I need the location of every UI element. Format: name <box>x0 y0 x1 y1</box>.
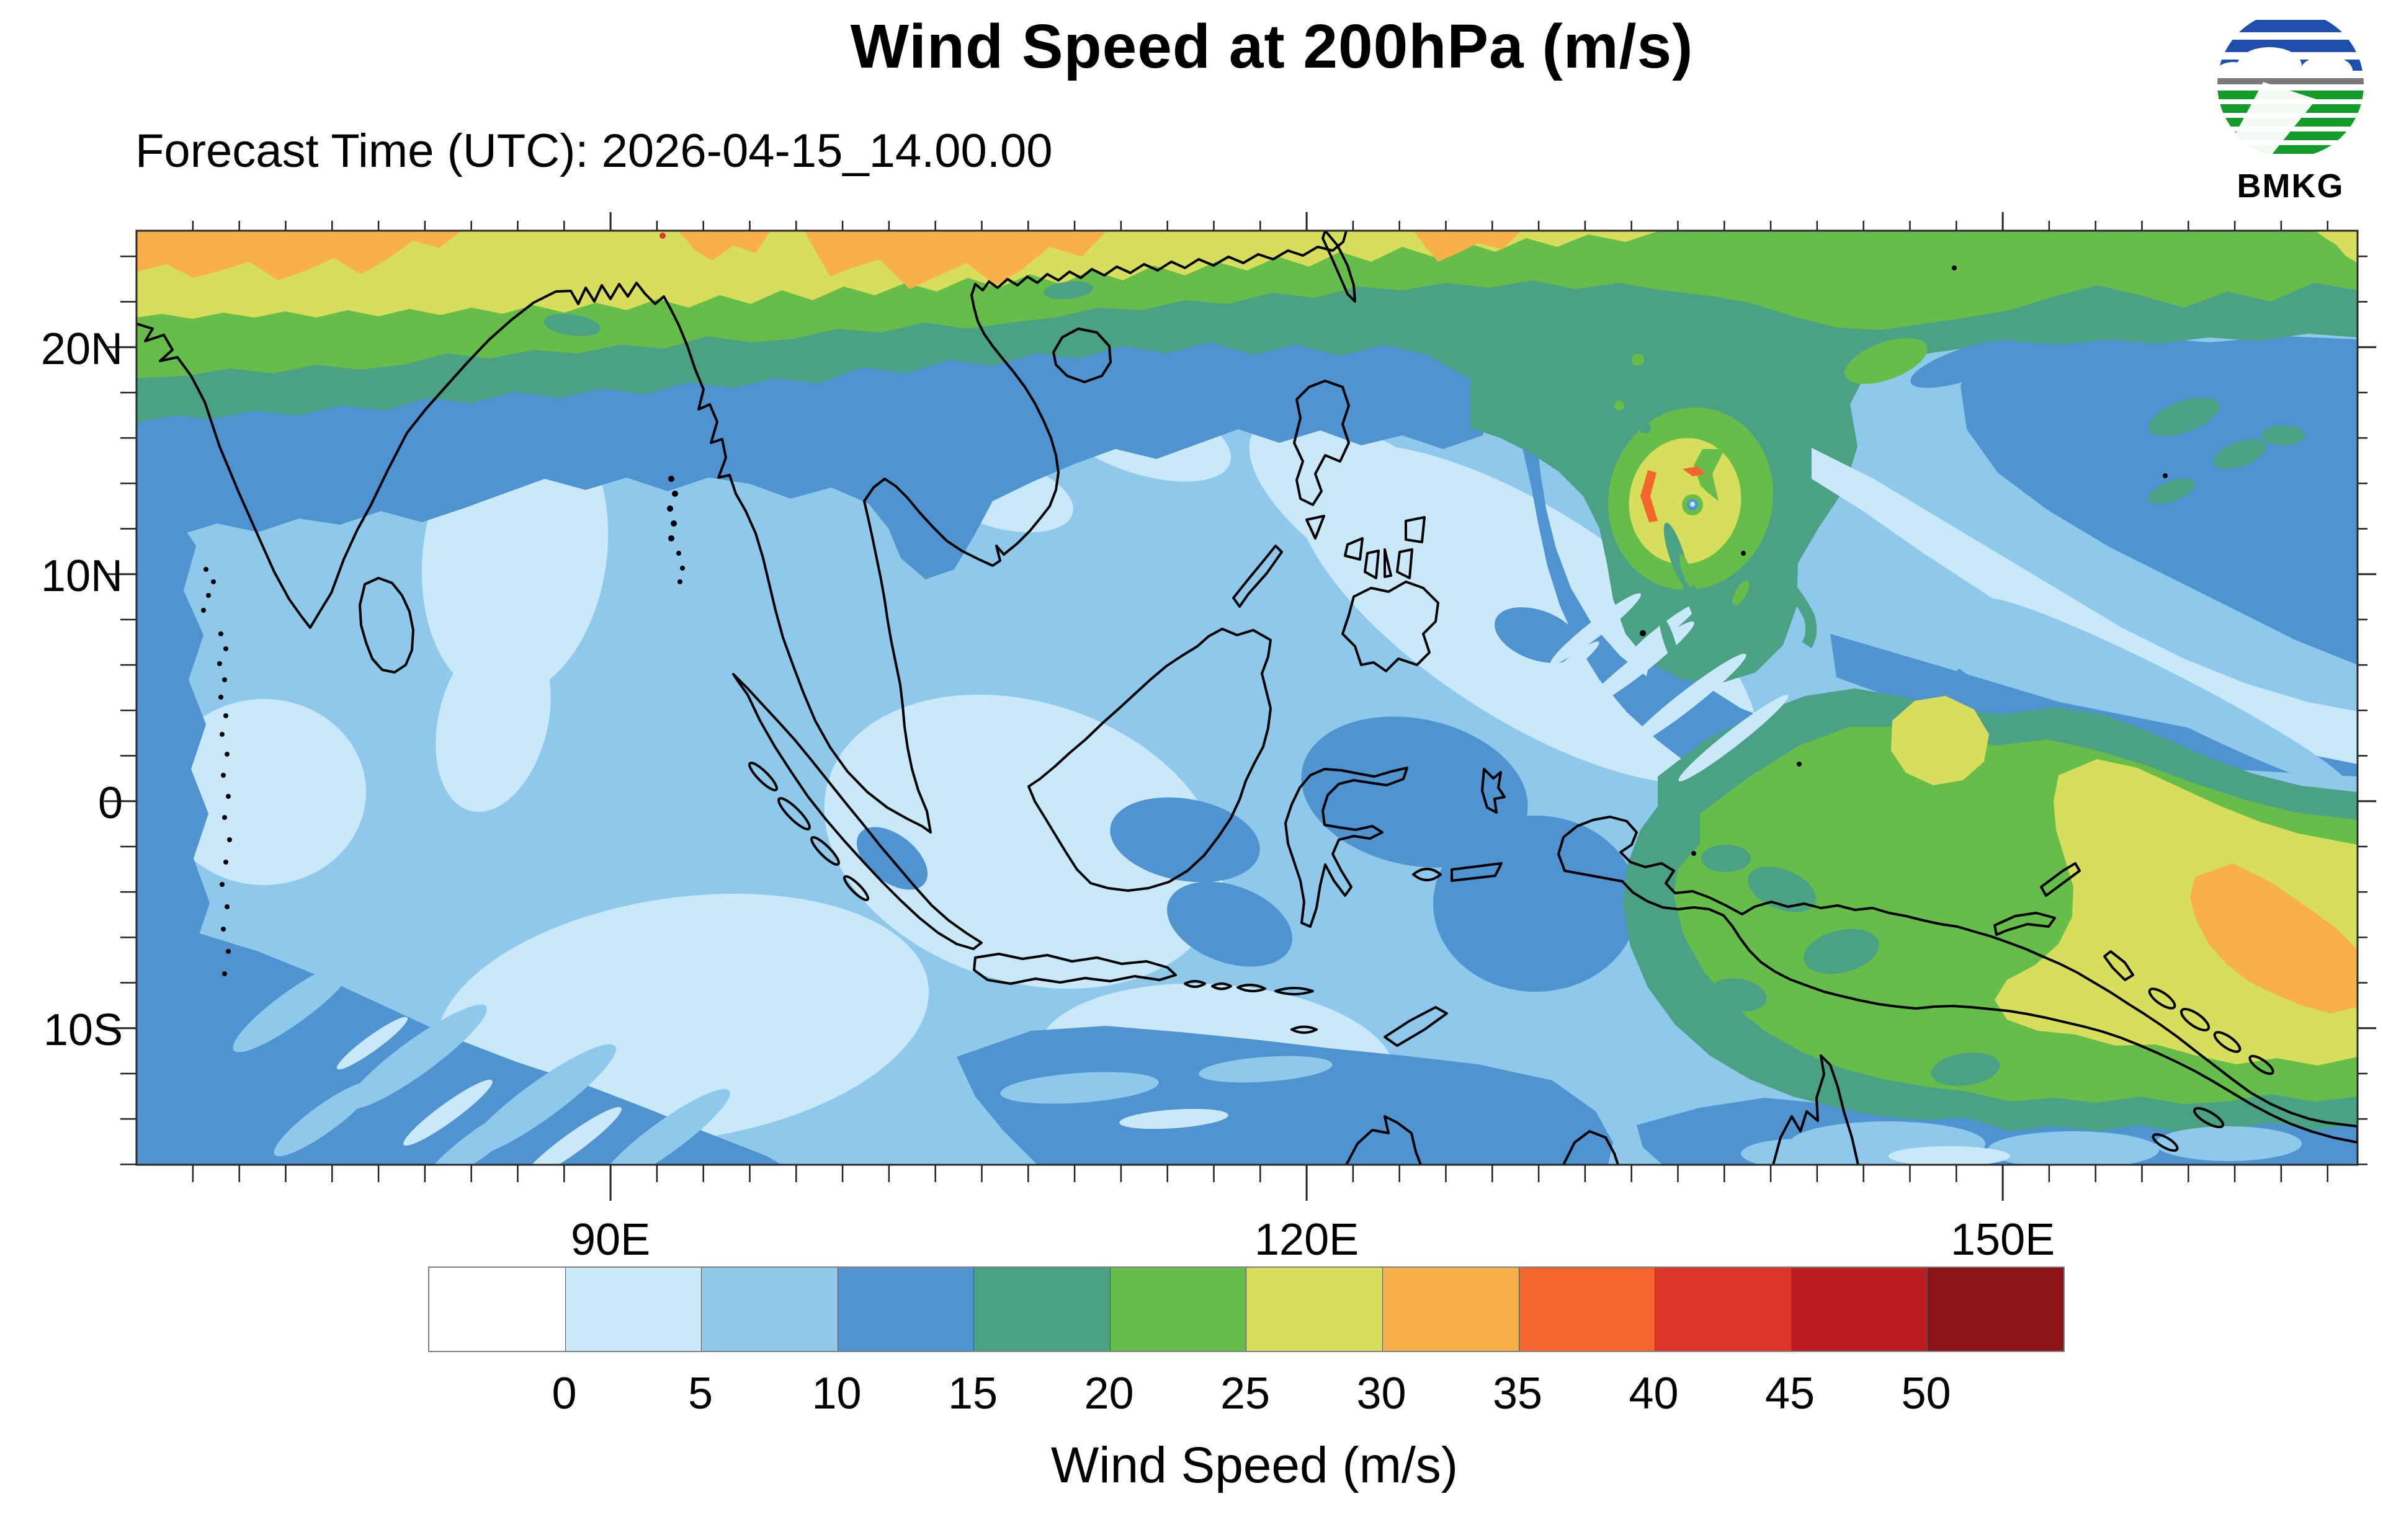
y-tick-label: 10N <box>40 551 123 601</box>
coast-mindanao <box>1341 581 1439 672</box>
x-tick-label: 90E <box>571 1215 651 1265</box>
island-dots-maldives <box>201 567 232 976</box>
band-30-35 <box>136 231 2358 1013</box>
colorbar-tick-label: 25 <box>1220 1369 1271 1418</box>
coast-palawan <box>1232 545 1283 608</box>
colorbar-segment <box>1519 1268 1656 1351</box>
y-tick-label: 20N <box>40 324 123 374</box>
colorbar-tick-label: 40 <box>1629 1369 1679 1418</box>
colorbar-title: Wind Speed (m/s) <box>1050 1437 1459 1493</box>
colorbar-tick-label: 30 <box>1356 1369 1406 1418</box>
bmkg-logo-icon <box>2217 11 2364 158</box>
colorbar-segment <box>974 1268 1111 1351</box>
y-tick-label: 10S <box>43 1005 123 1055</box>
coast-new-ireland <box>2040 862 2081 897</box>
colorbar-segment <box>1246 1268 1384 1351</box>
coast-luzon <box>1293 380 1350 506</box>
coast-taiwan <box>1321 231 1356 303</box>
coast-bali <box>1184 980 1206 988</box>
coast-hainan <box>1052 327 1112 383</box>
colorbar-tick-label: 15 <box>947 1369 998 1418</box>
colorbar-tick-label: 50 <box>1901 1369 1951 1418</box>
coast-sulawesi <box>1284 767 1408 928</box>
coast-kimberley <box>1345 1115 1422 1165</box>
colorbar-tick-label: 5 <box>687 1369 713 1418</box>
x-tick-label: 120E <box>1254 1215 1359 1265</box>
coast-sumatra <box>732 673 983 950</box>
axis-ticks <box>104 212 2376 1201</box>
colorbar-segment <box>1791 1268 1928 1351</box>
coast-new-britain <box>1993 912 2056 936</box>
contour-accents <box>233 233 2358 1165</box>
colorbar-tick-label: 20 <box>1084 1369 1134 1418</box>
coast-samar <box>1405 516 1426 543</box>
bmkg-logo: BMKG <box>2209 9 2372 205</box>
colorbar-tick-label: 10 <box>811 1369 862 1418</box>
colorbar-segment <box>838 1268 975 1351</box>
coast-leyte <box>1396 548 1413 579</box>
typhoon <box>1608 407 1817 648</box>
coast-halmahera <box>1481 768 1506 814</box>
colorbar-segment <box>1383 1268 1519 1351</box>
coast-sumba <box>1290 1025 1318 1034</box>
coast-sumbawa <box>1236 984 1266 992</box>
coast-panay <box>1344 537 1364 561</box>
chart-title: Wind Speed at 200hPa (m/s) <box>850 12 1694 81</box>
contour-layers <box>136 231 2358 1165</box>
coastlines <box>136 231 2358 1165</box>
coast-new-guinea <box>1557 816 2358 1144</box>
coast-cebu <box>1384 548 1392 578</box>
island-dots-andaman <box>667 476 685 584</box>
coast-negros <box>1364 550 1380 579</box>
map-frame <box>135 229 2359 1166</box>
coast-lombok <box>1211 982 1232 990</box>
colorbar-segment <box>429 1268 566 1351</box>
coast-arnhem <box>1562 1130 1619 1165</box>
coast-cape-york <box>1772 1054 1859 1165</box>
coast-mindoro <box>1305 515 1325 540</box>
colorbar-segment <box>1928 1268 2063 1351</box>
forecast-time-label: Forecast Time (UTC): 2026-04-15_14.00.00 <box>135 125 1053 177</box>
coast-asia-mainland <box>136 231 1348 834</box>
island-dots-pacific <box>1640 265 2168 856</box>
coast-buru <box>1412 868 1442 881</box>
coast-seram <box>1451 862 1503 882</box>
wind-speed-map <box>104 212 2376 1201</box>
colorbar-segment <box>565 1268 702 1351</box>
coast-sri-lanka <box>359 577 414 674</box>
coast-solomons <box>2148 987 2274 1152</box>
bmkg-logo-text: BMKG <box>2237 167 2345 205</box>
coast-java <box>973 953 1177 985</box>
x-tick-label: 150E <box>1951 1215 2055 1265</box>
coast-borneo <box>1027 628 1272 892</box>
colorbar-segment <box>702 1268 838 1351</box>
coast-bougainville <box>2103 950 2134 981</box>
coast-timor <box>1384 1006 1448 1047</box>
colorbar-tick-label: 35 <box>1492 1369 1543 1418</box>
coast-flores <box>1274 987 1314 995</box>
colorbar-tick-label: 45 <box>1764 1369 1815 1418</box>
colorbar-segment <box>1110 1268 1247 1351</box>
island-slivers-mentawai <box>748 762 870 902</box>
colorbar <box>428 1266 2065 1352</box>
colorbar-segment <box>1655 1268 1792 1351</box>
y-tick-label: 0 <box>97 778 123 828</box>
colorbar-tick-label: 0 <box>552 1369 577 1418</box>
